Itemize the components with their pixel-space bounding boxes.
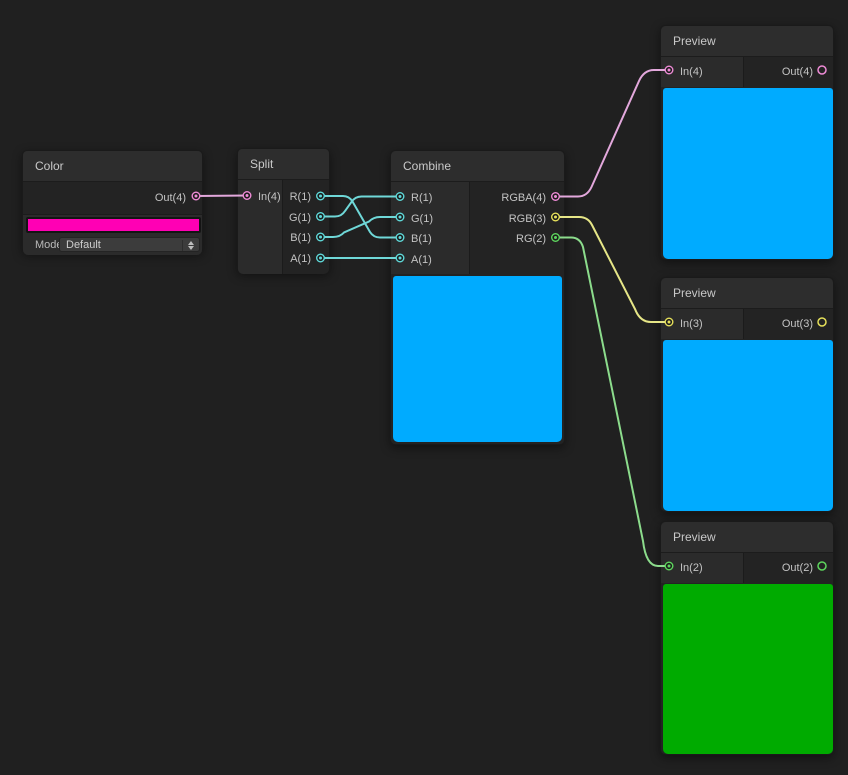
wire-combine-rgb-to-preview-middle[interactable]	[554, 216, 670, 323]
node-title: Preview	[661, 278, 833, 309]
node-title: Split	[238, 149, 329, 180]
node-preview-middle[interactable]: Preview In(3) Out(3)	[660, 277, 834, 512]
node-title: Color	[23, 151, 202, 182]
preview-input-column: In(2)	[661, 553, 743, 583]
port-label-rg2: RG(2)	[516, 233, 546, 245]
wire-combine-rg-to-preview-bottom[interactable]	[554, 236, 670, 567]
node-split[interactable]: Split In(4) R(1) G(1) B(1) A(1)	[237, 148, 330, 274]
port-label-b1: B(1)	[290, 232, 311, 244]
port-label-b1: B(1)	[411, 233, 432, 245]
node-preview-bottom[interactable]: Preview In(2) Out(2)	[660, 521, 834, 755]
port-label-a1: A(1)	[290, 252, 311, 265]
port-label-r1: R(1)	[411, 192, 433, 204]
dropdown-stepper-icon	[182, 240, 196, 251]
port-label-r1: R(1)	[289, 191, 311, 203]
node-preview-top[interactable]: Preview In(4) Out(4)	[660, 25, 834, 260]
color-node-body: Mode Default	[23, 215, 202, 255]
node-color[interactable]: Color Out(4) Mode Default	[22, 150, 203, 255]
port-label-out4: Out(4)	[154, 192, 186, 204]
port-label-out3: Out(3)	[781, 318, 813, 330]
wire-split-g-to-combine-r[interactable]	[319, 195, 401, 218]
port-label-g1: G(1)	[411, 212, 433, 225]
port-label-rgba4: RGBA(4)	[501, 192, 546, 204]
mode-label: Mode	[35, 239, 60, 251]
preview-output-column: Out(2)	[743, 553, 833, 583]
mode-dropdown[interactable]: Default	[59, 237, 200, 252]
wire-combine-rgba-to-preview-top[interactable]	[554, 69, 670, 198]
port-label-in4: In(4)	[680, 66, 703, 78]
preview-output-column: Out(3)	[743, 309, 833, 339]
preview-input-column: In(3)	[661, 309, 743, 339]
preview-output-column: Out(4)	[743, 57, 833, 87]
port-label-out4: Out(4)	[781, 66, 813, 78]
node-combine[interactable]: Combine R(1) G(1) B(1) A(1) RGBA(4) RGB(…	[390, 150, 565, 445]
wire-split-r-to-combine-b[interactable]	[319, 195, 401, 239]
split-output-column: R(1) G(1) B(1) A(1)	[282, 180, 329, 274]
wire-split-b-to-combine-g[interactable]	[319, 216, 401, 238]
node-title: Preview	[661, 522, 833, 553]
color-swatch[interactable]	[26, 217, 201, 233]
color-output-row: Out(4)	[23, 182, 202, 215]
preview-image	[393, 276, 562, 442]
split-input-column: In(4)	[238, 180, 282, 274]
port-label-in2: In(2)	[680, 562, 703, 574]
mode-row: Mode Default	[23, 235, 202, 255]
port-label-a1: A(1)	[411, 253, 432, 266]
preview-image	[663, 88, 833, 259]
preview-image	[663, 584, 833, 754]
port-label-in4: In(4)	[258, 191, 281, 203]
node-title: Combine	[391, 151, 564, 182]
preview-image	[663, 340, 833, 511]
port-label-g1: G(1)	[289, 211, 311, 224]
combine-output-column: RGBA(4) RGB(3) RG(2)	[469, 182, 564, 274]
preview-input-column: In(4)	[661, 57, 743, 87]
port-label-in3: In(3)	[680, 318, 703, 330]
port-label-out2: Out(2)	[781, 562, 813, 574]
mode-dropdown-value: Default	[66, 239, 101, 251]
combine-input-column: R(1) G(1) B(1) A(1)	[391, 182, 469, 274]
port-label-rgb3: RGB(3)	[508, 212, 546, 225]
node-title: Preview	[661, 26, 833, 57]
